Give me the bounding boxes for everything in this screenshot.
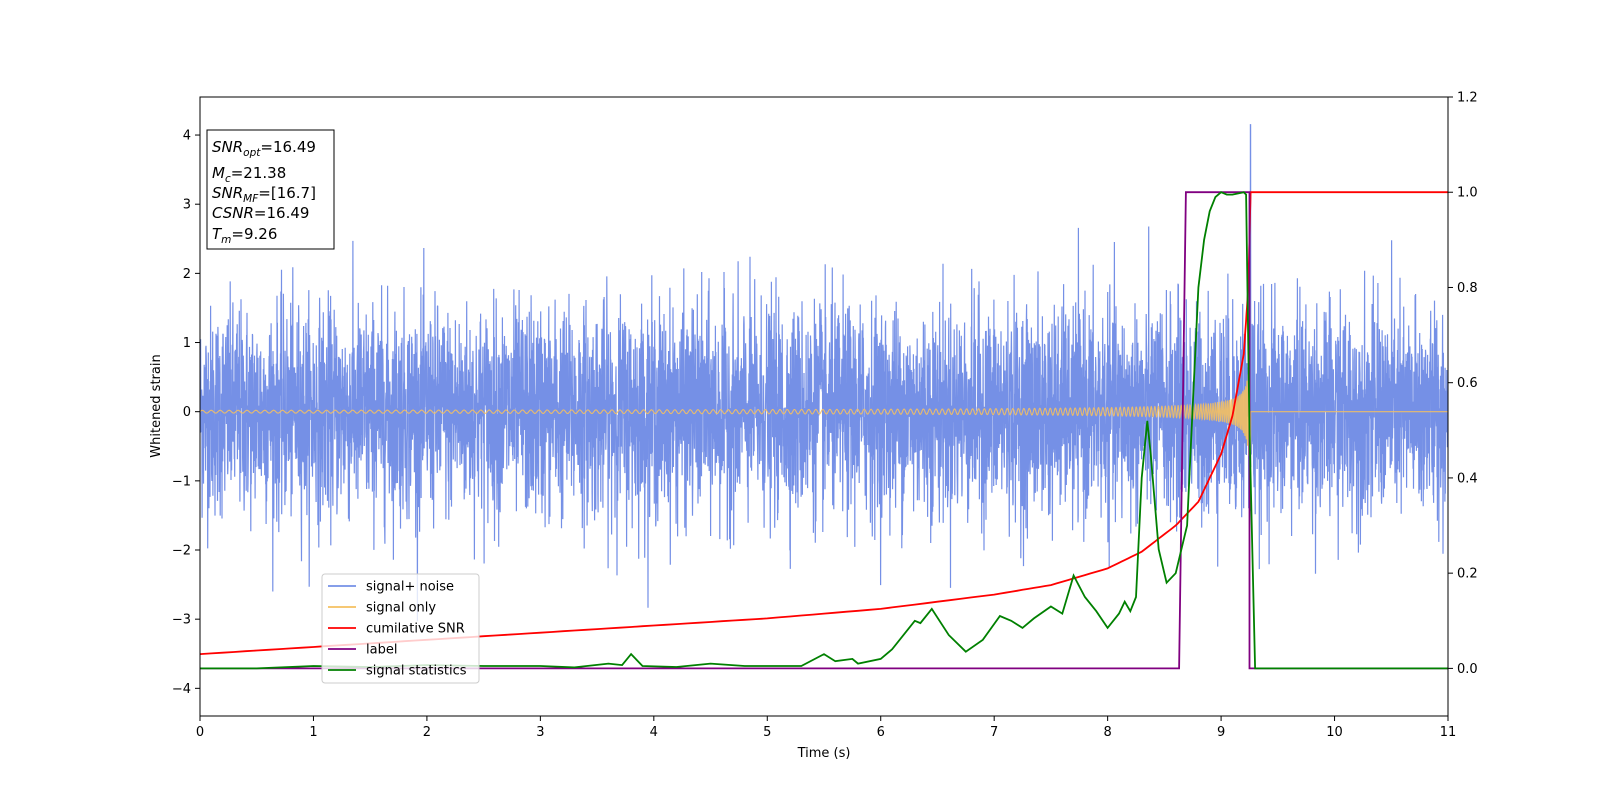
y-axis-left: −4 −3 −2 −1 0 1 2 3 4	[172, 129, 200, 697]
info-line: CSNR=16.49	[212, 204, 309, 222]
y-left-tick-label: −4	[172, 682, 191, 697]
y-right-tick-label: 0.0	[1457, 662, 1478, 677]
series-signal-only	[200, 353, 1448, 509]
x-tick-label: 9	[1217, 725, 1225, 740]
legend-label: label	[366, 643, 397, 658]
x-tick-label: 11	[1440, 725, 1457, 740]
y-axis-title: Whitened strain	[149, 354, 164, 457]
y-left-tick-label: 2	[183, 267, 191, 282]
legend-label: signal+ noise	[366, 580, 454, 595]
x-tick-label: 10	[1326, 725, 1343, 740]
y-left-tick-label: 3	[183, 198, 191, 213]
x-tick-label: 6	[877, 725, 885, 740]
legend-label: signal only	[366, 601, 436, 616]
x-axis-title: Time (s)	[797, 746, 851, 761]
y-right-tick-label: 0.8	[1457, 281, 1478, 296]
legend-frame	[321, 573, 480, 684]
legend-label: signal statistics	[366, 664, 467, 679]
info-box-frame	[206, 129, 335, 250]
y-right-tick-label: 0.6	[1457, 376, 1478, 391]
info-line: Tm=9.26	[212, 225, 277, 246]
y-right-tick-label: 0.4	[1457, 471, 1478, 486]
y-left-tick-label: −1	[172, 474, 191, 489]
plot-frame	[199, 96, 1449, 717]
y-right-tick-label: 0.2	[1457, 567, 1478, 582]
y-left-tick-label: −2	[172, 544, 191, 559]
x-tick-label: 0	[196, 725, 204, 740]
x-tick-label: 4	[650, 725, 658, 740]
y-axis-right: 0.0 0.2 0.4 0.6 0.8 1.0 1.2	[1448, 91, 1478, 677]
series-group	[200, 124, 1448, 670]
series-signal-noise	[200, 124, 1448, 622]
x-tick-label: 1	[309, 725, 317, 740]
x-tick-label: 7	[990, 725, 998, 740]
legend-label: cumilative SNR	[366, 622, 465, 637]
info-line: SNRopt=16.49	[212, 138, 316, 159]
series-signal-statistics	[200, 191, 1448, 670]
x-tick-label: 5	[763, 725, 771, 740]
y-left-tick-label: 4	[183, 129, 191, 144]
x-axis: 0 1 2 3 4 5 6 7 8 9 10 11	[196, 716, 1456, 740]
y-right-tick-label: 1.0	[1457, 186, 1478, 201]
y-left-tick-label: −3	[172, 613, 191, 628]
plot-area	[200, 124, 1448, 670]
info-line: Mc=21.38	[212, 164, 286, 185]
x-tick-label: 8	[1103, 725, 1111, 740]
y-left-tick-label: 1	[183, 336, 191, 351]
x-tick-label: 2	[423, 725, 431, 740]
info-box: SNRopt=16.49 Mc=21.38SNRMF=[16.7]CSNR=16.…	[206, 129, 335, 250]
legend: signal+ noise signal only cumilative SNR la…	[321, 573, 480, 684]
info-line: SNRMF=[16.7]	[212, 184, 316, 205]
y-left-tick-label: 0	[183, 405, 191, 420]
y-right-tick-label: 1.2	[1457, 91, 1478, 106]
x-tick-label: 3	[536, 725, 544, 740]
